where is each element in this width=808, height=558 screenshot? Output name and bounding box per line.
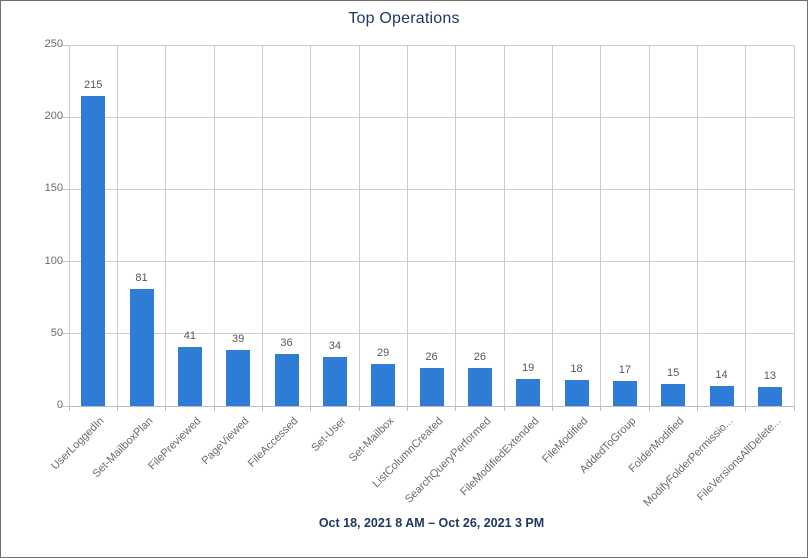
bar[interactable] bbox=[274, 354, 299, 406]
y-axis-tick bbox=[62, 333, 69, 335]
bar[interactable] bbox=[177, 346, 202, 406]
bar[interactable] bbox=[371, 364, 396, 406]
v-gridline bbox=[116, 45, 118, 406]
h-gridline bbox=[69, 333, 794, 335]
x-axis-tick bbox=[551, 407, 553, 411]
v-gridline bbox=[745, 45, 747, 406]
y-tick-label: 150 bbox=[44, 182, 63, 195]
bar-value-label: 17 bbox=[618, 364, 631, 377]
v-gridline bbox=[406, 45, 408, 406]
x-axis-tick bbox=[261, 407, 263, 411]
v-gridline bbox=[648, 45, 650, 406]
chart-title: Top Operations bbox=[348, 10, 460, 27]
bar[interactable] bbox=[516, 378, 541, 406]
v-gridline bbox=[358, 45, 360, 406]
x-axis-tick bbox=[793, 407, 795, 411]
v-gridline bbox=[551, 45, 553, 406]
h-gridline bbox=[69, 261, 794, 263]
x-axis-tick bbox=[503, 407, 505, 411]
bar[interactable] bbox=[467, 368, 492, 406]
v-gridline bbox=[310, 45, 312, 406]
v-gridline bbox=[793, 45, 795, 406]
y-tick-label: 0 bbox=[56, 399, 63, 411]
bar-value-label: 29 bbox=[377, 347, 390, 360]
y-axis-tick bbox=[62, 405, 69, 407]
x-axis-tick bbox=[165, 407, 167, 411]
x-axis-tick bbox=[406, 407, 408, 411]
y-tick-label: 50 bbox=[50, 326, 63, 339]
bar-value-label: 26 bbox=[473, 351, 486, 364]
bar[interactable] bbox=[322, 356, 347, 406]
bar-value-label: 41 bbox=[183, 329, 196, 342]
x-axis-tick bbox=[310, 407, 312, 411]
bar[interactable] bbox=[226, 349, 251, 406]
y-tick-label: 250 bbox=[44, 38, 63, 50]
v-gridline bbox=[455, 45, 457, 406]
y-axis-tick bbox=[62, 188, 69, 190]
bar[interactable] bbox=[661, 384, 686, 406]
v-gridline bbox=[261, 45, 263, 406]
y-tick-label: 100 bbox=[44, 254, 63, 267]
x-axis-tick bbox=[213, 407, 215, 411]
v-gridline bbox=[600, 45, 602, 406]
bar[interactable] bbox=[81, 95, 106, 406]
bar-value-label: 13 bbox=[763, 370, 776, 383]
x-axis-tick bbox=[648, 407, 650, 411]
bar-value-label: 19 bbox=[522, 361, 535, 374]
x-axis-tick bbox=[116, 407, 118, 411]
x-axis-tick bbox=[600, 407, 602, 411]
x-axis-line bbox=[69, 406, 795, 407]
x-axis-tick bbox=[358, 407, 360, 411]
v-gridline bbox=[68, 45, 70, 406]
x-axis-tick bbox=[696, 407, 698, 411]
y-axis-tick bbox=[62, 261, 69, 263]
bar[interactable] bbox=[612, 381, 637, 406]
bar[interactable] bbox=[709, 385, 734, 406]
bar-value-label: 26 bbox=[425, 351, 438, 364]
bar-value-label: 215 bbox=[83, 78, 103, 91]
bar-value-label: 14 bbox=[715, 368, 728, 381]
v-gridline bbox=[213, 45, 215, 406]
h-gridline bbox=[69, 116, 794, 118]
bar-value-label: 34 bbox=[328, 339, 341, 352]
bar[interactable] bbox=[419, 368, 444, 406]
v-gridline bbox=[696, 45, 698, 406]
v-gridline bbox=[165, 45, 167, 406]
h-gridline bbox=[69, 188, 794, 190]
date-range-caption: Oct 18, 2021 8 AM – Oct 26, 2021 3 PM bbox=[318, 516, 545, 530]
bar[interactable] bbox=[129, 289, 154, 406]
h-gridline bbox=[69, 44, 794, 46]
bar-value-label: 81 bbox=[135, 272, 148, 285]
y-axis-tick bbox=[62, 44, 69, 46]
bar[interactable] bbox=[757, 387, 782, 406]
x-axis-tick bbox=[455, 407, 457, 411]
y-axis-tick bbox=[62, 116, 69, 118]
bar[interactable] bbox=[564, 380, 589, 406]
bar-value-label: 15 bbox=[667, 367, 680, 380]
bar-value-label: 36 bbox=[280, 337, 293, 350]
x-axis-tick bbox=[745, 407, 747, 411]
v-gridline bbox=[503, 45, 505, 406]
bar-value-label: 39 bbox=[232, 332, 245, 345]
y-tick-label: 200 bbox=[44, 110, 63, 123]
bar-value-label: 18 bbox=[570, 363, 583, 375]
x-axis-tick bbox=[68, 407, 70, 411]
